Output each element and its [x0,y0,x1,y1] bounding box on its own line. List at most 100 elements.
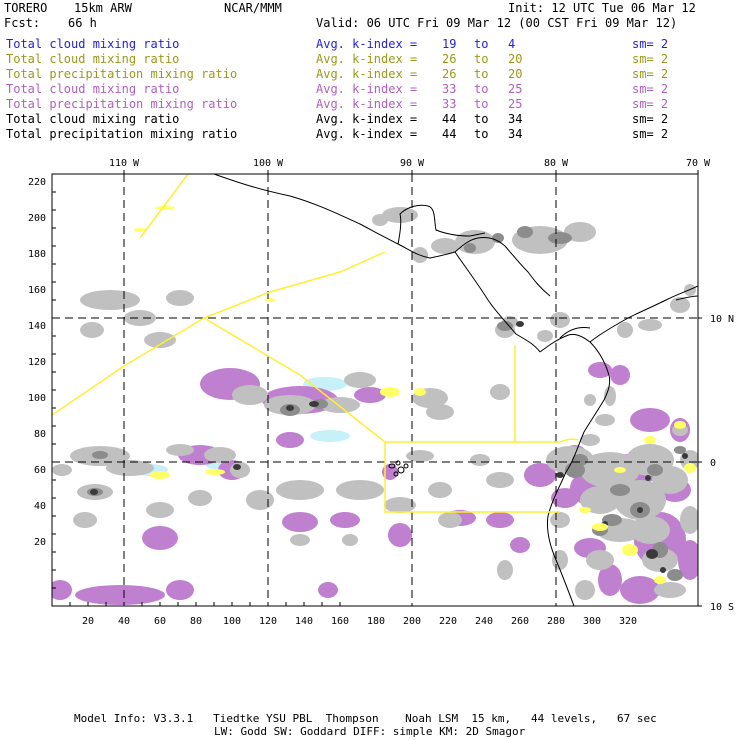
y-axis-label: 80 [34,429,46,440]
weather-cell [564,222,596,242]
weather-cell [80,322,104,338]
legend-field-name: Total precipitation mixing ratio [6,127,238,141]
weather-cell [52,464,72,476]
weather-cell [548,232,572,244]
weather-cell [318,582,338,598]
legend-k-from: 26 [442,52,457,66]
coastline [589,285,698,343]
weather-cell [492,233,504,243]
weather-cell [598,564,622,596]
weather-cell [92,451,108,459]
weather-cell [246,490,274,510]
weather-cell [638,319,662,331]
weather-cell [124,310,156,326]
weather-cell [517,226,533,238]
weather-cell [384,497,416,513]
weather-cell [230,462,250,478]
legend-k-to: 25 [508,82,523,96]
coastline [213,174,456,259]
weather-cell [595,414,615,426]
y-axis-label: 160 [28,285,46,296]
region-boundary [559,438,579,443]
weather-cell [150,471,170,479]
region-boundary [203,317,560,443]
legend-to-word: to [474,127,489,141]
weather-cell [354,387,386,403]
region-boundary [384,442,560,513]
legend-field-name: Total cloud mixing ratio [6,112,180,126]
x-axis-label: 280 [547,616,565,627]
weather-cell [52,580,72,600]
weather-cell [166,580,194,600]
legend-k-from: 44 [442,112,457,126]
y-axis-label: 100 [28,393,46,404]
weather-cell [588,362,612,378]
legend-smoothing: sm= 2 [632,127,669,141]
weather-cell [155,206,175,210]
weather-cell [637,507,643,513]
weather-cell [678,540,698,580]
coastline [675,295,698,301]
weather-cell [428,482,452,498]
valid-time: Valid: 06 UTC Fri 09 Mar 12 (00 CST Fri … [316,16,678,30]
legend-to-word: to [474,112,489,126]
model-info-line1: Model Info: V3.3.1 Tiedtke YSU PBL Thomp… [74,712,657,725]
legend-to-word: to [474,52,489,66]
region-boundary [52,251,386,416]
weather-cell [282,512,318,532]
weather-cell [330,512,360,528]
y-axis-label: 220 [28,177,46,188]
weather-cell [644,436,656,444]
legend-avg-label: Avg. k-index = [316,82,418,96]
legend-avg-label: Avg. k-index = [316,67,418,81]
legend-k-to: 20 [508,52,523,66]
weather-cell [630,408,670,432]
legend-field-name: Total cloud mixing ratio [6,52,180,66]
weather-cell [310,430,350,442]
weather-cell [166,444,194,456]
weather-cell [486,512,514,528]
weather-cell [144,332,176,348]
weather-cell [622,544,638,556]
weather-cell [134,228,146,232]
weather-cell [372,214,388,226]
lat-lon-grid [52,174,698,606]
y-axis-label: 120 [28,357,46,368]
weather-cell [579,507,591,513]
weather-cell [265,298,275,302]
weather-cell [320,397,360,413]
legend-smoothing: sm= 2 [632,97,669,111]
x-axis-label: 100 [223,616,241,627]
legend-field-name: Total precipitation mixing ratio [6,67,238,81]
weather-cell [647,464,663,476]
island [388,463,396,469]
weather-cell [537,330,553,342]
weather-cell [584,394,596,406]
legend-avg-label: Avg. k-index = [316,97,418,111]
model-resolution: 15km ARW [74,1,132,15]
weather-cell [80,290,140,310]
y-axis-label: 180 [28,249,46,260]
weather-cell [205,469,225,475]
weather-cell [674,421,686,429]
weather-cell [75,585,165,605]
weather-cell [660,567,666,573]
latitude-label: 10 S [710,602,734,613]
y-axis-label: 60 [34,465,46,476]
legend-k-to: 34 [508,127,523,141]
model-name: TORERO [4,1,48,15]
x-axis-label: 20 [82,616,94,627]
weather-cell [550,312,570,328]
model-info-line2: LW: Godd SW: Goddard DIFF: simple KM: 2D… [214,725,526,738]
y-axis-label: 140 [28,321,46,332]
x-axis-label: 140 [295,616,313,627]
weather-cell [617,322,633,338]
weather-cell [572,454,588,466]
region-boundary [139,174,189,239]
legend-smoothing: sm= 2 [632,37,669,51]
weather-cell [276,432,304,448]
y-axis-label: 40 [34,501,46,512]
weather-cell [490,384,510,400]
weather-cell [552,550,568,570]
weather-cell [309,401,319,407]
